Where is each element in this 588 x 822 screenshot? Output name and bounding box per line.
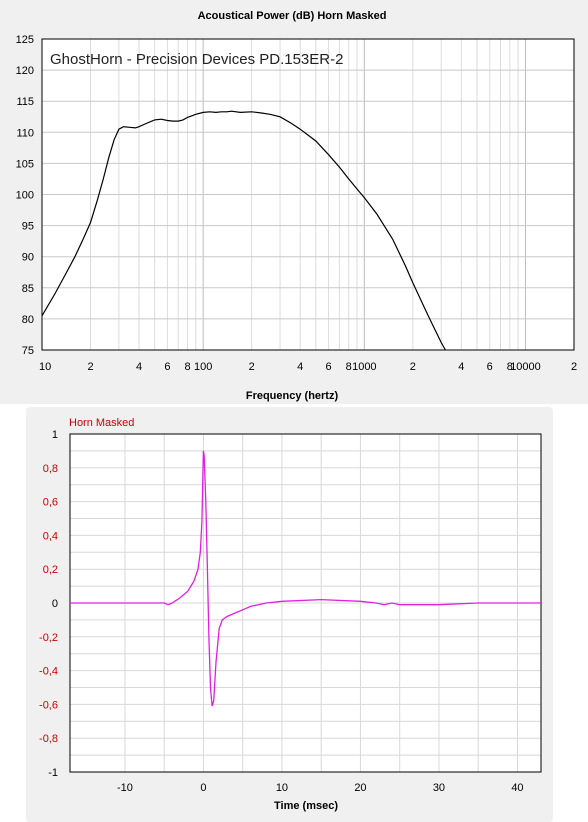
chart-title: Acoustical Power (dB) Horn Masked xyxy=(198,10,387,22)
y-tick-label: 110 xyxy=(16,127,34,139)
x-tick-label: 10000 xyxy=(510,361,541,373)
y-tick-label: -0,2 xyxy=(39,632,58,644)
x-tick-label: 30 xyxy=(433,782,445,794)
impulse-response-line xyxy=(70,450,541,707)
x-tick-label: 0 xyxy=(200,782,206,794)
acoustical-power-chart: Acoustical Power (dB) Horn Masked GhostHo… xyxy=(16,10,577,402)
x-tick-label: 2 xyxy=(571,361,577,373)
x-tick-label: 2 xyxy=(87,361,93,373)
chart-annotation: GhostHorn - Precision Devices PD.153ER-2 xyxy=(50,51,343,68)
x-tick-label: 2 xyxy=(410,361,416,373)
chart-title: Horn Masked xyxy=(69,417,134,429)
power-response-line xyxy=(42,110,447,350)
x-tick-label: 6 xyxy=(164,361,170,373)
y-tick-label: -1 xyxy=(48,767,58,779)
x-tick-label: 100 xyxy=(194,361,212,373)
y-tick-label: 100 xyxy=(16,190,34,202)
x-tick-label: 6 xyxy=(326,361,332,373)
y-tick-label: -0,6 xyxy=(39,699,58,711)
y-tick-label: -0,4 xyxy=(39,666,58,678)
x-tick-label: 4 xyxy=(458,361,464,373)
x-axis-label: Frequency (hertz) xyxy=(246,390,339,402)
x-tick-label: 2 xyxy=(249,361,255,373)
y-tick-label: 0 xyxy=(52,598,58,610)
x-tick-label: 6 xyxy=(487,361,493,373)
y-tick-label: 0,6 xyxy=(43,497,58,509)
x-tick-label: 40 xyxy=(511,782,523,794)
x-tick-label: -10 xyxy=(117,782,133,794)
y-tick-label: 0,4 xyxy=(43,530,58,542)
y-tick-label: 95 xyxy=(22,221,34,233)
y-tick-label: 105 xyxy=(16,158,34,170)
y-tick-label: 0,8 xyxy=(43,463,58,475)
acoustical-power-chart-panel: Acoustical Power (dB) Horn Masked GhostHo… xyxy=(0,0,588,404)
y-tick-label: 85 xyxy=(22,283,34,295)
x-tick-label: 4 xyxy=(297,361,303,373)
y-tick-label: 120 xyxy=(16,65,34,77)
plot-border xyxy=(41,38,575,351)
x-tick-label: 10 xyxy=(39,361,51,373)
y-tick-label: 80 xyxy=(22,314,34,326)
x-tick-label: 20 xyxy=(354,782,366,794)
y-tick-label: 115 xyxy=(16,96,34,108)
x-axis-label: Time (msec) xyxy=(274,800,338,812)
y-tick-label: 75 xyxy=(22,345,34,357)
x-tick-label: 1000 xyxy=(352,361,376,373)
x-tick-label: 8 xyxy=(346,361,352,373)
y-tick-label: -0,8 xyxy=(39,733,58,745)
x-tick-label: 4 xyxy=(136,361,142,373)
y-tick-label: 1 xyxy=(52,429,58,441)
y-tick-label: 90 xyxy=(22,252,34,264)
y-tick-label: 125 xyxy=(16,34,34,46)
x-tick-label: 10 xyxy=(276,782,288,794)
x-tick-label: 8 xyxy=(184,361,190,373)
x-tick-label: 8 xyxy=(507,361,513,373)
y-tick-label: 0,2 xyxy=(43,564,58,576)
